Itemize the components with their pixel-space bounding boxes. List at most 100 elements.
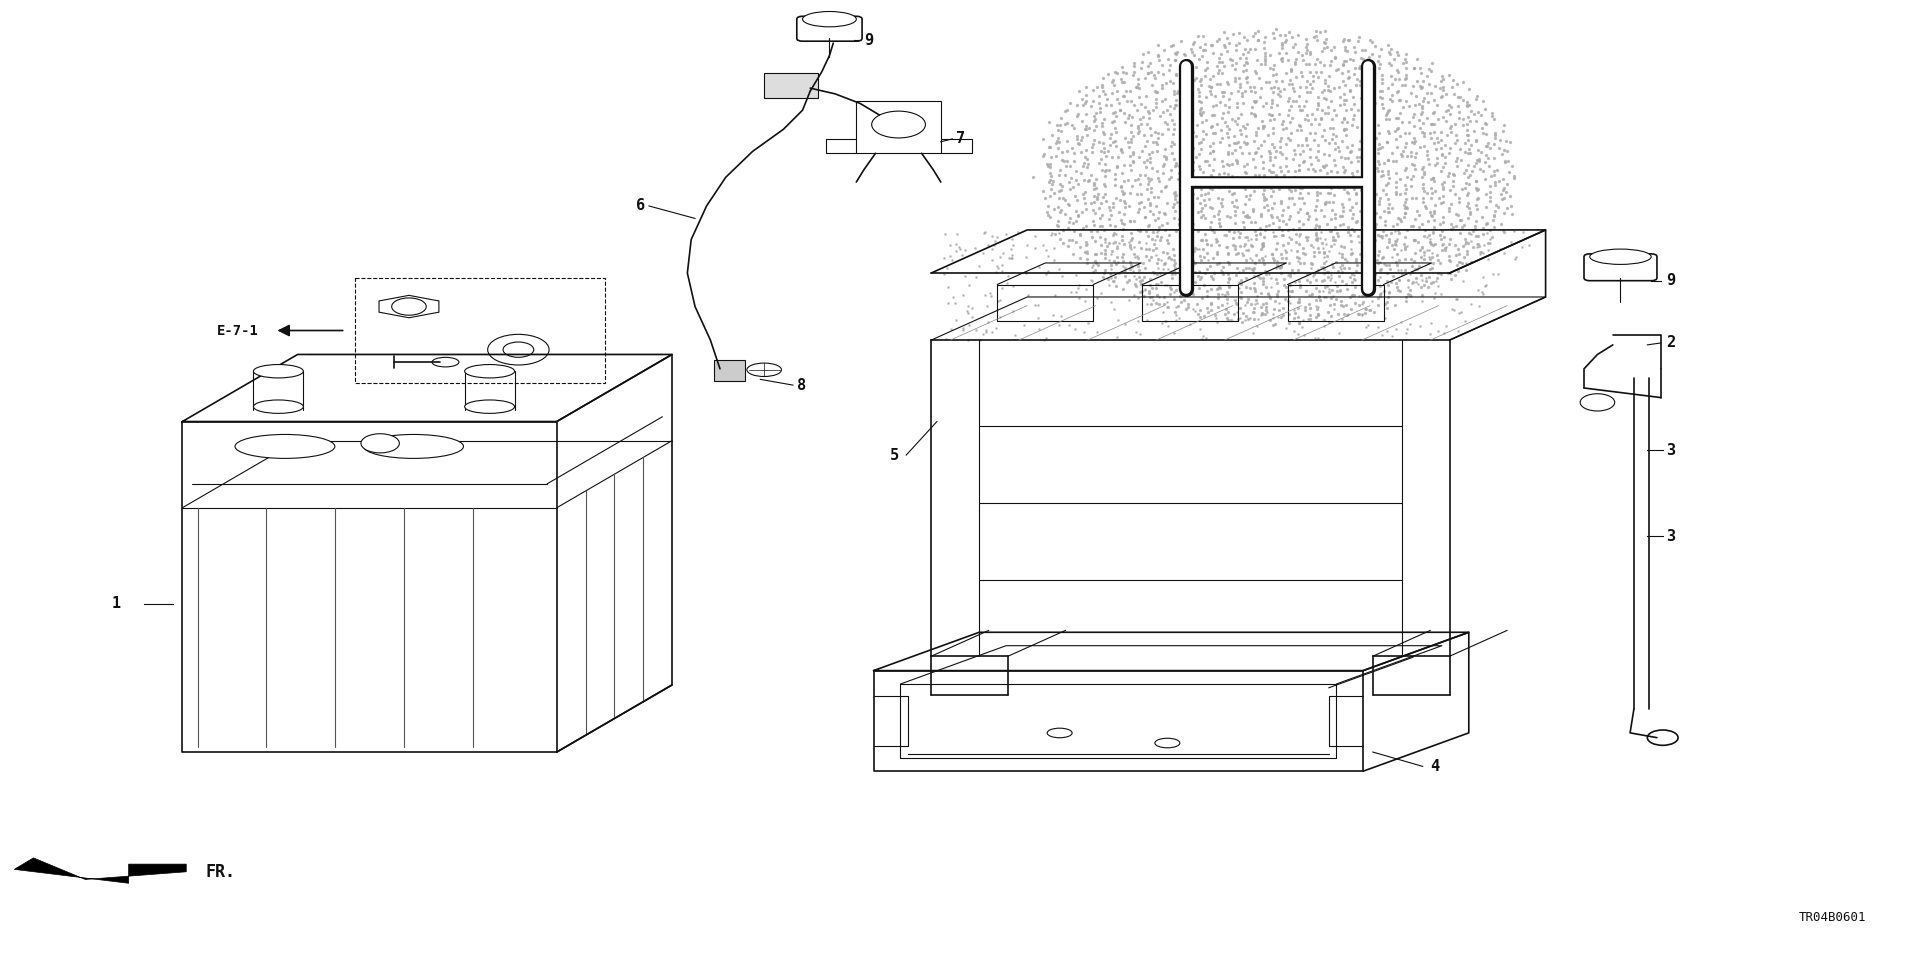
Circle shape — [872, 111, 925, 138]
Point — [1371, 295, 1402, 310]
Point — [1469, 171, 1500, 187]
Point — [1340, 263, 1371, 279]
Point — [1354, 97, 1384, 112]
Point — [1154, 106, 1185, 122]
Point — [1319, 102, 1350, 117]
Point — [1380, 174, 1411, 190]
Point — [1417, 238, 1448, 253]
Point — [1114, 172, 1144, 188]
Point — [1250, 45, 1281, 60]
Point — [1440, 153, 1471, 169]
Point — [1319, 141, 1350, 156]
Point — [1382, 122, 1413, 137]
Point — [1407, 194, 1438, 210]
Point — [1238, 260, 1269, 275]
Point — [1188, 153, 1219, 169]
Point — [1390, 60, 1421, 76]
Point — [1302, 89, 1332, 104]
Point — [1187, 95, 1217, 110]
Point — [1208, 84, 1238, 100]
Point — [1139, 237, 1169, 252]
Point — [1210, 302, 1240, 317]
Point — [1444, 213, 1475, 228]
Point — [1219, 292, 1250, 308]
Point — [1162, 194, 1192, 210]
Point — [1221, 296, 1252, 311]
Point — [1048, 153, 1079, 169]
Point — [1390, 194, 1421, 209]
Point — [1123, 250, 1154, 265]
Point — [1488, 191, 1519, 206]
Point — [1125, 111, 1156, 126]
Point — [1108, 246, 1139, 262]
Point — [1190, 69, 1221, 84]
Point — [993, 276, 1023, 291]
Point — [1279, 151, 1309, 167]
Point — [1114, 107, 1144, 123]
Point — [975, 288, 1006, 304]
Point — [1419, 219, 1450, 235]
Point — [1252, 127, 1283, 143]
Point — [1490, 153, 1521, 169]
Point — [1212, 291, 1242, 307]
Point — [1327, 217, 1357, 232]
Point — [1407, 247, 1438, 262]
Point — [1465, 246, 1496, 262]
Point — [1315, 223, 1346, 239]
Point — [1039, 186, 1069, 201]
Point — [1240, 145, 1271, 160]
Point — [1258, 216, 1288, 231]
Point — [1498, 206, 1528, 221]
Point — [1453, 210, 1484, 225]
Point — [1292, 138, 1323, 153]
Point — [1329, 42, 1359, 57]
Point — [1346, 241, 1377, 257]
Point — [1156, 170, 1187, 185]
Point — [1311, 289, 1342, 305]
Point — [1185, 84, 1215, 100]
Point — [1085, 245, 1116, 261]
Point — [1471, 277, 1501, 292]
Point — [1417, 63, 1448, 79]
Point — [1206, 218, 1236, 234]
Point — [1329, 57, 1359, 73]
Point — [1331, 103, 1361, 118]
Point — [1300, 219, 1331, 235]
Point — [1167, 241, 1198, 257]
Point — [1148, 42, 1179, 57]
Point — [1421, 273, 1452, 288]
Point — [998, 238, 1029, 253]
Point — [1480, 177, 1511, 193]
Point — [1202, 58, 1233, 74]
Point — [1402, 88, 1432, 103]
Point — [1200, 231, 1231, 246]
Point — [1325, 284, 1356, 299]
Point — [1327, 293, 1357, 308]
Point — [1263, 174, 1294, 190]
Point — [1342, 214, 1373, 229]
Point — [1461, 155, 1492, 171]
Point — [1258, 107, 1288, 123]
Point — [1321, 164, 1352, 179]
Point — [1212, 103, 1242, 119]
Point — [1323, 144, 1354, 159]
Point — [1260, 66, 1290, 81]
Point — [1402, 270, 1432, 285]
Point — [1221, 297, 1252, 312]
Point — [1158, 241, 1188, 257]
Point — [1225, 239, 1256, 254]
Point — [1490, 133, 1521, 148]
Point — [1442, 258, 1473, 273]
Point — [985, 309, 1016, 325]
Point — [1190, 262, 1221, 277]
Point — [1254, 60, 1284, 76]
Point — [1213, 147, 1244, 162]
Point — [1246, 307, 1277, 322]
Point — [1419, 93, 1450, 108]
Point — [1352, 105, 1382, 121]
Point — [1288, 327, 1319, 342]
Point — [1294, 287, 1325, 303]
Point — [1135, 127, 1165, 143]
Point — [1459, 158, 1490, 173]
Point — [1083, 223, 1114, 239]
